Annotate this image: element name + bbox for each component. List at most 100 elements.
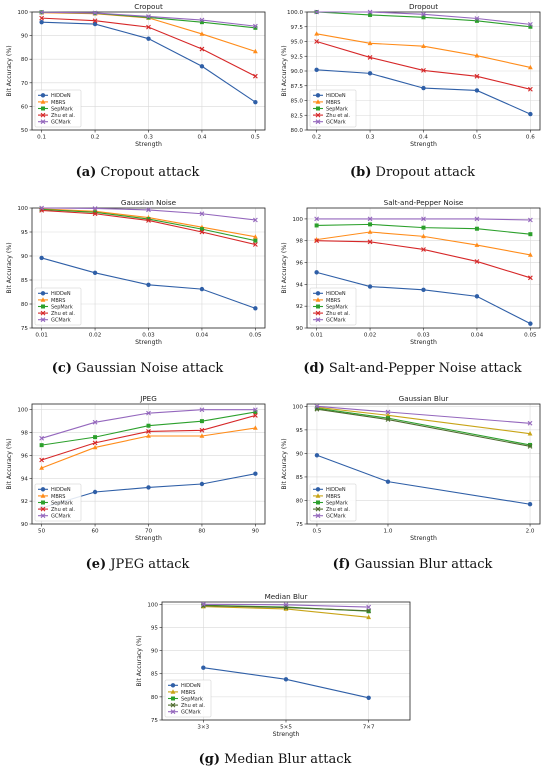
x-tick-label: 0.6 <box>526 135 535 141</box>
data-point-mbrs <box>367 40 373 46</box>
legend-label-zhu-et-al: Zhu et al. <box>326 311 350 317</box>
data-point-mbrs <box>367 229 373 234</box>
data-point-gcmark <box>421 216 426 222</box>
x-tick-label: 0.4 <box>419 135 428 141</box>
y-tick-label: 98 <box>21 431 29 437</box>
data-point-zhu-et-al <box>199 427 205 433</box>
caption-letter: (b) <box>350 165 372 180</box>
series-line-gcmark <box>316 405 531 424</box>
y-tick-label: 80 <box>151 695 159 701</box>
legend-marker-sepmark <box>316 500 320 505</box>
x-tick-label: 0.05 <box>249 333 262 339</box>
data-point-zhu-et-al <box>314 39 320 44</box>
y-axis-label: Bit Accuracy (%) <box>6 438 13 489</box>
legend-label-zhu-et-al: Zhu et al. <box>51 507 75 513</box>
data-point-mbrs <box>474 53 480 58</box>
y-tick-label: 90 <box>21 254 29 260</box>
caption-text: Gaussian Blur attack <box>354 557 493 572</box>
data-point-mbrs <box>421 43 426 49</box>
plot-frame <box>306 403 541 525</box>
data-point-hidden <box>474 88 480 93</box>
x-tick-label: 0.01 <box>35 333 48 339</box>
series-hidden <box>314 270 533 326</box>
legend-marker-sepmark <box>41 304 45 309</box>
data-point-hidden <box>367 284 373 289</box>
chart-gaussian-blur: 75 80 85 90 95 100 0.5 1.0 2.0 Gaussian Blur Stren… <box>275 392 550 544</box>
legend-marker-gcmark <box>40 513 46 519</box>
data-point-hidden <box>366 695 371 700</box>
chart-salt-and-pepper-noise: 90 92 94 96 98 100 0.01 0.02 0.03 0.04 0.05 Salt-an… <box>275 196 550 348</box>
legend-box <box>34 89 82 128</box>
data-point-sepmark <box>93 210 98 215</box>
data-point-gcmark <box>199 407 205 413</box>
y-tick-label: 96 <box>296 261 304 267</box>
data-point-zhu-et-al <box>367 55 373 60</box>
data-point-sepmark <box>146 217 151 222</box>
data-point-gcmark <box>146 14 151 19</box>
series-mbrs <box>314 229 533 257</box>
data-point-sepmark <box>528 442 533 447</box>
y-tick-label: 90 <box>296 326 304 332</box>
y-tick-label: 85 <box>296 475 304 481</box>
data-point-sepmark <box>528 232 533 237</box>
caption-letter: (d) <box>303 361 325 376</box>
series-hidden <box>314 453 533 507</box>
x-tick-label: 0.02 <box>89 333 101 339</box>
chart-svg: 90 92 94 96 98 100 0.01 0.02 0.03 0.04 0.05 Salt-an… <box>281 198 541 346</box>
chart-title: Gaussian Noise <box>121 198 177 207</box>
data-point-sepmark <box>474 18 479 23</box>
x-tick-label: 3×3 <box>197 725 209 731</box>
data-point-mbrs <box>527 431 533 436</box>
chart-title: Median Blur <box>265 592 308 601</box>
data-point-mbrs <box>199 433 205 438</box>
data-point-hidden <box>314 270 319 275</box>
data-point-zhu-et-al <box>146 429 151 434</box>
legend-marker-mbrs <box>315 297 321 302</box>
y-tick-label: 100 <box>17 10 28 16</box>
series-gcmark <box>39 9 258 29</box>
legend-marker-mbrs <box>40 297 46 302</box>
y-tick-label: 100.0 <box>287 10 303 16</box>
y-tick-label: 100 <box>292 217 303 223</box>
legend-marker-zhu-et-al <box>315 506 321 512</box>
legend-marker-gcmark <box>170 709 176 715</box>
data-point-hidden <box>92 270 98 275</box>
series-sepmark <box>314 406 533 447</box>
x-axis-label: Strength <box>135 141 162 148</box>
y-tick-label: 75 <box>296 522 304 528</box>
data-point-hidden <box>201 665 206 670</box>
data-point-sepmark <box>146 15 151 20</box>
caption-text: Salt-and-Pepper Noise attack <box>328 361 522 376</box>
data-point-gcmark <box>314 9 320 15</box>
data-point-gcmark <box>527 217 533 223</box>
y-tick-label: 100 <box>17 408 28 414</box>
chart-title: Cropout <box>134 2 163 11</box>
y-tick-label: 94 <box>296 282 304 288</box>
legend-label-sepmark: SepMark <box>51 106 73 112</box>
series-zhu-et-al <box>314 406 533 449</box>
caption-letter: (a) <box>75 165 97 180</box>
legend-marker-hidden <box>315 93 321 98</box>
data-point-gcmark <box>366 604 372 610</box>
x-tick-label: 0.3 <box>144 135 153 141</box>
caption-dropout: (b) Dropout attack <box>275 165 550 180</box>
caption-text: Dropout attack <box>375 165 475 180</box>
data-point-hidden <box>385 479 391 484</box>
x-tick-label: 2.0 <box>526 529 535 535</box>
data-point-mbrs <box>252 48 258 54</box>
data-point-zhu-et-al <box>314 238 320 244</box>
data-point-zhu-et-al <box>92 18 98 24</box>
x-tick-label: 0.04 <box>196 333 209 339</box>
series-hidden <box>39 255 258 311</box>
legend-marker-zhu-et-al <box>170 702 176 708</box>
data-point-sepmark <box>314 406 319 411</box>
x-tick-label: 5×5 <box>280 725 292 731</box>
caption-letter: (e) <box>85 557 107 572</box>
x-tick-label: 0.2 <box>312 135 321 141</box>
data-point-hidden <box>283 677 289 682</box>
caption-text: Cropout attack <box>100 165 200 180</box>
data-point-gcmark <box>146 410 151 416</box>
x-tick-label: 0.2 <box>91 135 100 141</box>
chart-title: Salt-and-Pepper Noise <box>384 198 464 207</box>
